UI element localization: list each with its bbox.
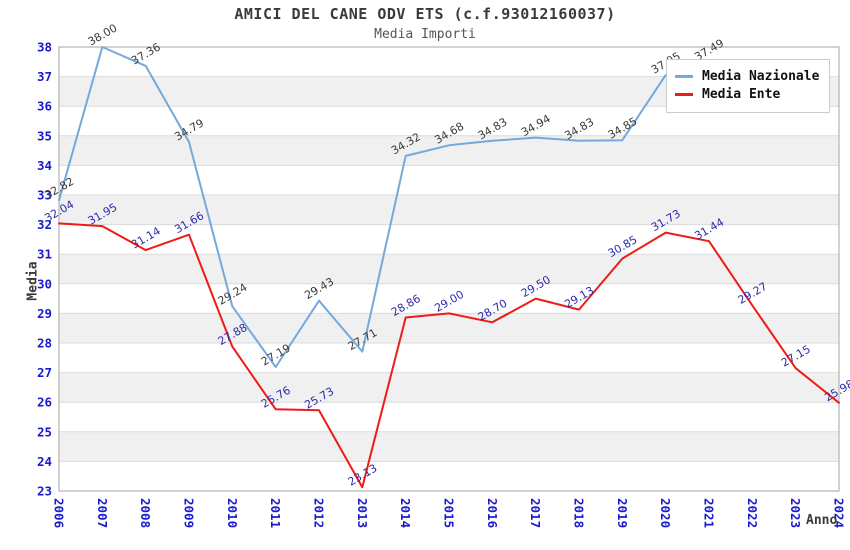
- y-tick-label: 31: [37, 247, 52, 262]
- x-tick-label: 2020: [658, 498, 673, 528]
- plot-band: [59, 254, 839, 284]
- x-tick-label: 2022: [745, 498, 760, 528]
- y-tick-label: 38: [37, 40, 52, 55]
- point-label: 34.94: [519, 112, 553, 139]
- x-tick-label: 2006: [52, 498, 67, 528]
- x-tick-label: 2015: [442, 498, 457, 528]
- x-tick-label: 2018: [572, 498, 587, 528]
- x-tick-label: 2007: [95, 498, 110, 528]
- x-tick-label: 2016: [485, 498, 500, 528]
- y-tick-label: 26: [37, 395, 52, 410]
- y-tick-label: 32: [37, 217, 52, 232]
- point-label: 38.00: [86, 21, 120, 48]
- y-tick-label: 27: [37, 365, 52, 380]
- plot-band: [59, 372, 839, 403]
- y-tick-label: 36: [37, 99, 52, 114]
- point-label: 29.00: [432, 288, 466, 315]
- y-tick-label: 33: [37, 188, 52, 203]
- plot-band: [59, 431, 839, 462]
- y-tick-label: 30: [37, 276, 52, 291]
- point-label: 27.19: [259, 341, 293, 368]
- y-tick-label: 25: [37, 424, 52, 439]
- plot-band: [59, 195, 839, 225]
- x-tick-label: 2023: [788, 498, 803, 528]
- y-tick-label: 29: [37, 306, 52, 321]
- point-label: 31.14: [129, 225, 163, 252]
- x-tick-label: 2013: [355, 498, 370, 528]
- y-tick-label: 37: [37, 69, 52, 84]
- x-axis-title: Anno: [806, 513, 838, 528]
- legend-item-media-ente: Media Ente: [675, 87, 819, 102]
- plot-band: [59, 313, 839, 343]
- y-tick-label: 23: [37, 484, 52, 499]
- y-tick-label: 28: [37, 336, 52, 351]
- point-label: 27.15: [779, 343, 813, 370]
- x-tick-label: 2008: [138, 498, 153, 528]
- chart-title: AMICI DEL CANE ODV ETS (c.f.93012160037): [234, 5, 616, 23]
- x-tick-label: 2014: [398, 498, 413, 528]
- y-tick-label: 24: [37, 454, 52, 469]
- y-axis-title: Media: [25, 261, 41, 301]
- legend-label-media-nazionale: Media Nazionale: [702, 69, 820, 84]
- legend-item-media-nazionale: Media Nazionale: [675, 69, 819, 84]
- y-tick-label: 34: [37, 158, 52, 173]
- x-tick-label: 2017: [528, 498, 543, 528]
- series-line-media-nazionale: [58, 46, 710, 368]
- series-line-media-ente: [58, 222, 840, 489]
- legend-label-media-ente: Media Ente: [702, 87, 781, 102]
- y-tick-label: 35: [37, 128, 52, 143]
- x-tick-label: 2021: [702, 498, 717, 528]
- x-tick-label: 2009: [182, 498, 197, 528]
- legend-line-swatch-red: [675, 93, 693, 96]
- x-tick-label: 2010: [225, 498, 240, 528]
- plot-border: [58, 46, 840, 492]
- point-label: 37.36: [129, 40, 163, 67]
- x-tick-label: 2011: [268, 498, 283, 528]
- legend-line-swatch-blue: [675, 75, 693, 78]
- point-label: 29.13: [562, 284, 596, 311]
- x-tick-label: 2012: [312, 498, 327, 528]
- x-tick-label: 2024: [832, 498, 847, 528]
- x-tick-label: 2019: [615, 498, 630, 528]
- legend: Media Nazionale Media Ente: [666, 59, 831, 113]
- chart-subtitle: Media Importi: [374, 27, 476, 42]
